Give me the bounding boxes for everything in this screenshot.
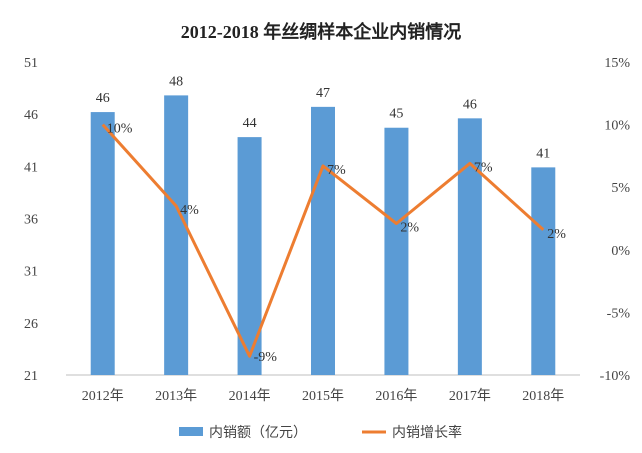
y-right-tick-label: -5% [607,306,631,321]
bar [531,167,556,375]
y-left-tick-label: 26 [24,317,38,332]
y-right-tick-label: 5% [611,181,630,196]
bar-value-label: 41 [536,146,550,161]
bar [164,95,189,376]
line-value-label: 2% [400,221,419,236]
bar-data-labels: 46 48 44 47 45 46 41 [96,74,551,161]
bar [311,106,335,375]
y-left-tick-label: 31 [24,265,38,280]
bar-value-label: 46 [96,91,110,106]
x-tick-label: 2014年 [229,388,271,404]
x-tick-label: 2016年 [375,388,417,404]
growth-rate-line [101,123,545,358]
legend-label-line: 内销增长率 [392,424,462,441]
bar [237,137,262,375]
y-left-tick-label: 41 [24,160,38,175]
legend-swatch-bar [179,427,203,436]
y-left-tick-label: 46 [24,108,38,123]
line-value-label: 7% [327,163,346,178]
bar-value-label: 47 [316,86,330,101]
x-tick-label: 2017年 [449,388,491,404]
bar-value-label: 46 [463,97,477,112]
x-tick-label: 2012年 [82,388,124,404]
line-series [101,123,545,358]
bar [90,112,115,375]
x-tick-label: 2018年 [522,388,564,404]
x-tick-label: 2013年 [155,388,197,404]
legend: 内销额（亿元） 内销增长率 [179,424,462,441]
bar-value-label: 44 [243,116,257,131]
y-right-tick-label: 10% [604,119,630,134]
y-left-tick-label: 21 [24,369,38,384]
line-value-label: 2% [547,227,566,242]
bar [384,127,409,375]
bar-value-label: 45 [389,107,403,122]
bar-value-label: 48 [169,74,183,89]
y-left-tick-label: 36 [24,213,38,228]
line-value-label: 4% [180,203,199,218]
y-left-tick-label: 51 [24,56,38,71]
y-right-tick-label: 0% [611,244,630,259]
bar [457,118,482,375]
line-value-label: -9% [254,350,278,365]
line-value-label: 7% [474,160,493,175]
y-axis-left: 51 46 41 36 31 26 21 [24,56,38,384]
chart-title: 2012-2018 年丝绸样本企业内销情况 [181,21,462,42]
x-axis-labels: 2012年 2013年 2014年 2015年 2016年 2017年 2018年 [82,388,565,404]
y-right-tick-label: -10% [600,369,631,384]
line-value-label: 10% [107,122,133,137]
x-tick-label: 2015年 [302,388,344,404]
y-right-tick-label: 15% [604,56,630,71]
legend-label-bar: 内销额（亿元） [209,425,307,441]
bar-series [90,95,556,376]
line-data-labels: 10% 4% -9% 7% 2% 7% 2% [107,122,567,366]
y-axis-right: 15% 10% 5% 0% -5% -10% [600,56,631,384]
